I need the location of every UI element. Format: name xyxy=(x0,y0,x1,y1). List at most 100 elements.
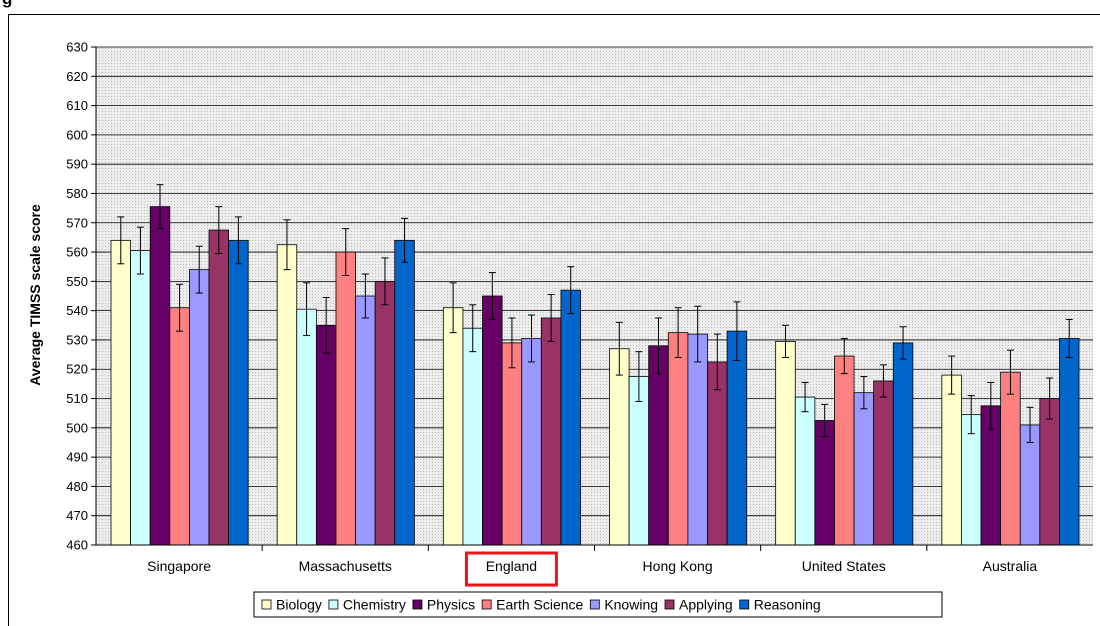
error-bars xyxy=(117,184,1073,443)
legend-item: Physics xyxy=(412,597,475,613)
y-tick-label: 470 xyxy=(66,508,88,523)
y-tick-label: 550 xyxy=(66,274,88,289)
error-bar xyxy=(948,355,956,395)
category-labels: Singapore Massachusetts England Hong Kong Un… xyxy=(147,558,1037,574)
error-bar xyxy=(469,304,477,353)
error-bar xyxy=(674,307,682,359)
y-tick-label: 540 xyxy=(66,303,88,318)
error-bar xyxy=(967,395,975,435)
bar-knowing xyxy=(521,338,542,546)
error-bar xyxy=(713,333,721,391)
bar-applying xyxy=(374,280,396,546)
legend-swatch xyxy=(664,599,675,610)
bar-knowing xyxy=(853,392,875,546)
error-bar xyxy=(879,364,887,398)
legend-item: Reasoning xyxy=(739,597,821,613)
bar-reasoning xyxy=(1059,338,1080,546)
legend-label: Earth Science xyxy=(496,597,583,613)
bar-earth-science xyxy=(1000,371,1021,546)
error-bar xyxy=(156,184,164,230)
bar-earth-science xyxy=(834,355,855,546)
y-tick-label: 510 xyxy=(66,391,88,406)
error-bar xyxy=(136,226,144,275)
bar-chemistry xyxy=(462,327,483,546)
bar-biology xyxy=(609,348,630,546)
error-bar xyxy=(176,283,184,332)
y-tick-label: 520 xyxy=(66,362,88,377)
error-bar xyxy=(215,206,223,255)
error-bar xyxy=(117,216,125,265)
left-border-rule xyxy=(8,14,9,626)
y-tick-label: 600 xyxy=(66,127,88,142)
legend-label: Biology xyxy=(276,597,322,613)
legend-label: Chemistry xyxy=(343,597,406,613)
bar-applying xyxy=(540,317,562,546)
error-bar xyxy=(528,314,536,363)
category-label: United States xyxy=(802,558,886,574)
error-bar xyxy=(635,351,643,402)
legend-swatch xyxy=(739,599,750,610)
bar-series xyxy=(110,206,1080,546)
error-bar xyxy=(821,403,829,438)
error-bar xyxy=(1026,406,1034,443)
category-label: Singapore xyxy=(147,558,211,574)
bar-biology xyxy=(941,374,962,546)
y-tick-label: 630 xyxy=(66,40,88,55)
legend-label: Physics xyxy=(427,597,475,613)
error-bar xyxy=(488,272,496,320)
bar-physics xyxy=(315,324,337,546)
bar-biology xyxy=(775,341,796,546)
bar-applying xyxy=(873,380,894,546)
legend-item: Earth Science xyxy=(481,597,584,613)
bar-earth-science xyxy=(501,342,523,546)
error-bar xyxy=(899,326,907,360)
bar-knowing xyxy=(355,295,376,546)
legend-item: Chemistry xyxy=(328,597,406,613)
error-bar xyxy=(1006,349,1014,395)
legend-label: Knowing xyxy=(604,597,658,613)
error-bar xyxy=(987,381,995,430)
figure-header-fragment-left: g xyxy=(2,0,12,9)
y-tick-label: 530 xyxy=(66,332,88,347)
bar-biology xyxy=(442,307,464,546)
gridlines xyxy=(91,46,1093,546)
y-tick-label: 480 xyxy=(66,479,88,494)
figure-header-clip: g xyxy=(0,0,1100,14)
legend-swatch xyxy=(261,599,272,610)
y-tick-label: 590 xyxy=(66,157,88,172)
error-bar xyxy=(381,257,389,306)
bar-reasoning xyxy=(892,342,914,546)
error-bar xyxy=(840,337,848,375)
y-tick-label: 620 xyxy=(66,69,88,84)
category-label: Hong Kong xyxy=(643,558,713,574)
plot-area xyxy=(96,47,1093,545)
bar-reasoning xyxy=(726,330,748,546)
category-label: Australia xyxy=(983,558,1038,574)
category-label: England xyxy=(486,558,537,574)
legend-swatch xyxy=(589,599,600,610)
error-bar xyxy=(567,266,575,315)
error-bar xyxy=(860,376,868,410)
bar-applying xyxy=(208,229,230,546)
legend-item: Biology xyxy=(261,597,322,613)
category-label: Massachusetts xyxy=(299,558,392,574)
y-tick-label: 560 xyxy=(66,245,88,260)
bar-earth-science xyxy=(667,332,689,546)
bar-earth-science xyxy=(169,307,190,546)
error-bar xyxy=(342,228,350,276)
bar-reasoning xyxy=(228,239,249,546)
legend-swatch xyxy=(412,599,423,610)
error-bar xyxy=(1046,377,1054,420)
y-tick-label: 490 xyxy=(66,450,88,465)
legend: Biology Chemistry Physics Earth Science Know… xyxy=(253,591,943,618)
bar-chemistry xyxy=(130,250,151,546)
y-tick-label: 610 xyxy=(66,98,88,113)
legend-label: Applying xyxy=(679,597,733,613)
bar-earth-science xyxy=(335,251,356,546)
highlight-box xyxy=(464,551,558,587)
error-bar xyxy=(655,317,662,375)
error-bar xyxy=(361,273,369,319)
error-bar xyxy=(781,324,789,359)
bar-chemistry xyxy=(961,414,982,546)
legend-swatch xyxy=(328,599,339,610)
